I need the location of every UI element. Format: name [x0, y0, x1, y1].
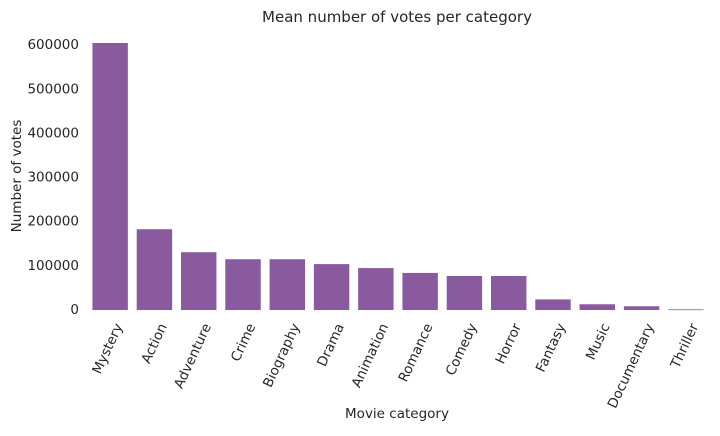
bar-mystery — [92, 43, 128, 310]
y-tick-label: 0 — [70, 302, 79, 318]
bar-music — [579, 304, 615, 310]
x-tick-label: Mystery — [89, 321, 126, 377]
bar-horror — [491, 276, 527, 310]
bar-series — [92, 43, 704, 311]
bar-romance — [402, 272, 438, 310]
x-tick-label: Adventure — [171, 321, 215, 391]
x-tick-label: Animation — [349, 321, 393, 390]
x-tick-label: Thriller — [667, 321, 702, 372]
x-axis-ticks: Mystery Action Adventure Crime Biography Dram… — [89, 321, 702, 411]
x-tick-label: Biography — [260, 321, 304, 390]
bar-action — [136, 229, 173, 310]
x-tick-label: Fantasy — [533, 321, 569, 375]
y-axis-label: Number of votes — [9, 120, 25, 233]
bar-biography — [269, 259, 305, 310]
bar-adventure — [181, 252, 217, 310]
y-tick-label: 600000 — [27, 37, 79, 53]
x-tick-label: Crime — [228, 321, 259, 364]
x-tick-label: Music — [583, 321, 614, 363]
bar-documentary — [623, 306, 660, 310]
y-tick-label: 500000 — [27, 81, 79, 97]
x-axis-label: Movie category — [345, 406, 449, 422]
bar-animation — [358, 268, 394, 310]
x-tick-label: Documentary — [605, 321, 658, 411]
y-tick-label: 300000 — [27, 170, 79, 186]
bar-drama — [313, 264, 350, 310]
x-tick-label: Action — [138, 321, 170, 366]
y-tick-label: 400000 — [27, 125, 79, 141]
chart-title: Mean number of votes per category — [262, 8, 532, 26]
x-tick-label: Horror — [492, 321, 525, 367]
bar-crime — [225, 259, 261, 310]
x-tick-label: Comedy — [443, 321, 481, 378]
bar-fantasy — [535, 299, 571, 310]
bar-thriller — [668, 309, 704, 311]
y-axis-ticks: 0 100000 200000 300000 400000 500000 600000 — [27, 37, 79, 318]
y-tick-label: 100000 — [27, 258, 79, 274]
y-tick-label: 200000 — [27, 214, 79, 230]
x-tick-label: Drama — [314, 321, 348, 369]
x-tick-label: Romance — [395, 321, 436, 385]
bar-comedy — [446, 276, 483, 310]
